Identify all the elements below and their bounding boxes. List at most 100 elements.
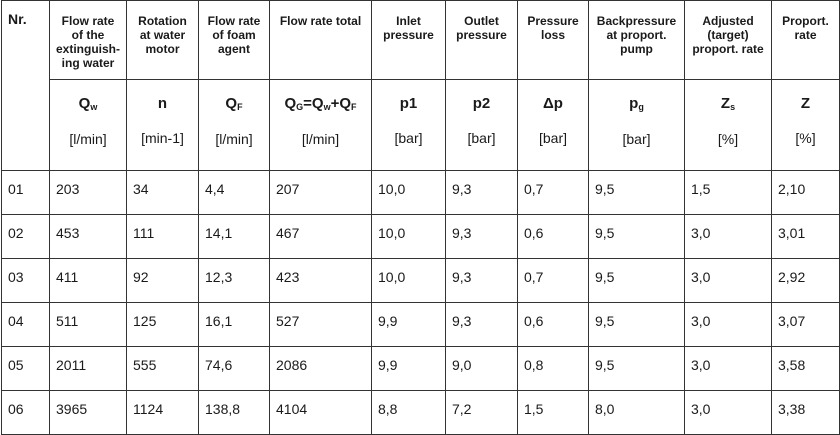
- symbol-part: Z: [800, 95, 811, 112]
- data-cell: 9,3: [445, 214, 518, 259]
- symbol-cell: QG=Qw+QF [l/min]: [269, 79, 372, 171]
- header-cell: Nr.: [1, 0, 50, 171]
- unit: [%]: [717, 131, 739, 147]
- unit: [bar]: [538, 130, 567, 146]
- data-cell: 3,07: [771, 302, 840, 347]
- data-cell: 0,6: [517, 302, 589, 347]
- data-cell: 9,5: [588, 346, 685, 391]
- header-cell: Flow rate of foam agent: [198, 0, 270, 80]
- data-cell: 8,0: [588, 390, 685, 435]
- data-cell: 9,3: [445, 258, 518, 303]
- data-cell: 10,0: [371, 258, 446, 303]
- symbol-part: +Q: [330, 95, 352, 112]
- symbol: Z: [778, 94, 833, 114]
- data-cell: 2086: [269, 346, 372, 391]
- header-row: Nr. Flow rate of the extinguish-ing water…: [1, 0, 840, 171]
- data-cell: 3,0: [684, 390, 772, 435]
- header-cell: Flow rate of the extinguish-ing water: [49, 0, 127, 80]
- symbol-part: =Q: [303, 95, 324, 112]
- data-cell: 125: [126, 302, 199, 347]
- data-cell: 3,38: [771, 390, 840, 435]
- data-cell: 3,0: [684, 258, 772, 303]
- unit: [bar]: [394, 130, 423, 146]
- symbol-subscript: F: [351, 102, 357, 112]
- header-cell: Rotation at water motor: [126, 0, 199, 80]
- data-cell: 423: [269, 258, 372, 303]
- symbol-part: Q: [284, 95, 297, 112]
- data-cell: 3,58: [771, 346, 840, 391]
- symbol-part: p: [629, 95, 639, 112]
- header-cell: Outlet pressure: [445, 0, 518, 80]
- data-cell: 10,0: [371, 214, 446, 259]
- data-cell: 01: [1, 170, 50, 215]
- data-cell: 207: [269, 170, 372, 215]
- data-cell: 9,5: [588, 170, 685, 215]
- data-cell: 2,10: [771, 170, 840, 215]
- data-cell: 9,9: [371, 302, 446, 347]
- symbol: QG=Qw+QF: [276, 94, 365, 115]
- unit: [%]: [795, 130, 816, 146]
- unit: [l/min]: [215, 131, 253, 147]
- symbol-cell: n [min-1]: [126, 79, 199, 171]
- symbol-row: Qw [l/min] n [min-1] QF [l/min] QG=Qw+QF [l/min…: [2, 79, 840, 171]
- symbol-part: Q: [225, 95, 238, 112]
- data-row: 02 453 111 14,1 467 10,0 9,3 0,6 9,5 3,0 3,01: [1, 214, 840, 259]
- data-cell: 1,5: [684, 170, 772, 215]
- header-cell: Flow rate total: [269, 0, 372, 80]
- symbol-subscript: G: [296, 102, 304, 112]
- symbol-cell: Zs [%]: [684, 79, 772, 171]
- data-cell: 467: [269, 214, 372, 259]
- data-cell: 05: [1, 346, 50, 391]
- header-cell: Inlet pressure: [371, 0, 446, 80]
- data-cell: 1,5: [517, 390, 589, 435]
- symbol-part: Q: [78, 95, 91, 112]
- data-cell: 14,1: [198, 214, 270, 259]
- symbol-part: p1: [399, 95, 418, 112]
- data-row: 06 3965 1124 138,8 4104 8,8 7,2 1,5 8,0 3,0 3,38: [1, 390, 840, 435]
- data-cell: 16,1: [198, 302, 270, 347]
- data-cell: 3965: [49, 390, 127, 435]
- data-cell: 9,5: [588, 258, 685, 303]
- header-cell: Proport. rate: [771, 0, 840, 80]
- data-cell: 9,5: [588, 214, 685, 259]
- data-cell: 8,8: [371, 390, 446, 435]
- symbol-cell: pg [bar]: [588, 79, 685, 171]
- data-cell: 9,9: [371, 346, 446, 391]
- data-cell: 3,0: [684, 302, 772, 347]
- data-cell: 10,0: [371, 170, 446, 215]
- symbol-part: p2: [472, 95, 491, 112]
- data-cell: 4104: [269, 390, 372, 435]
- unit: [l/min]: [69, 131, 107, 147]
- data-row: 04 511 125 16,1 527 9,9 9,3 0,6 9,5 3,0 3,07: [1, 302, 840, 347]
- unit: [bar]: [467, 130, 496, 146]
- data-cell: 12,3: [198, 258, 270, 303]
- symbol: p2: [452, 94, 511, 114]
- data-cell: 453: [49, 214, 127, 259]
- data-cell: 0,8: [517, 346, 589, 391]
- data-cell: 511: [49, 302, 127, 347]
- data-cell: 3,0: [684, 346, 772, 391]
- data-cell: 92: [126, 258, 199, 303]
- symbol: pg: [595, 94, 678, 115]
- data-cell: 0,7: [517, 170, 589, 215]
- symbol-cell: Qw [l/min]: [49, 79, 127, 171]
- data-cell: 06: [1, 390, 50, 435]
- data-cell: 03: [1, 258, 50, 303]
- symbol: Qw: [56, 94, 120, 115]
- data-cell: 1124: [126, 390, 199, 435]
- symbol-part: Δp: [543, 95, 563, 112]
- data-cell: 2,92: [771, 258, 840, 303]
- data-row: 03 411 92 12,3 423 10,0 9,3 0,7 9,5 3,0 2,92: [1, 258, 840, 303]
- unit: [min-1]: [141, 130, 184, 146]
- symbol-subscript: g: [638, 102, 644, 112]
- header-cell: Backpressure at proport. pump: [588, 0, 685, 80]
- symbol-cell: Z [%]: [771, 79, 840, 171]
- data-cell: 34: [126, 170, 199, 215]
- symbol-subscript: F: [237, 102, 243, 112]
- data-row: 01 203 34 4,4 207 10,0 9,3 0,7 9,5 1,5 2,10: [1, 170, 840, 215]
- header-cell: Adjusted (target) proport. rate: [684, 0, 772, 80]
- symbol-part: n: [157, 95, 168, 112]
- symbol: Zs: [691, 94, 765, 115]
